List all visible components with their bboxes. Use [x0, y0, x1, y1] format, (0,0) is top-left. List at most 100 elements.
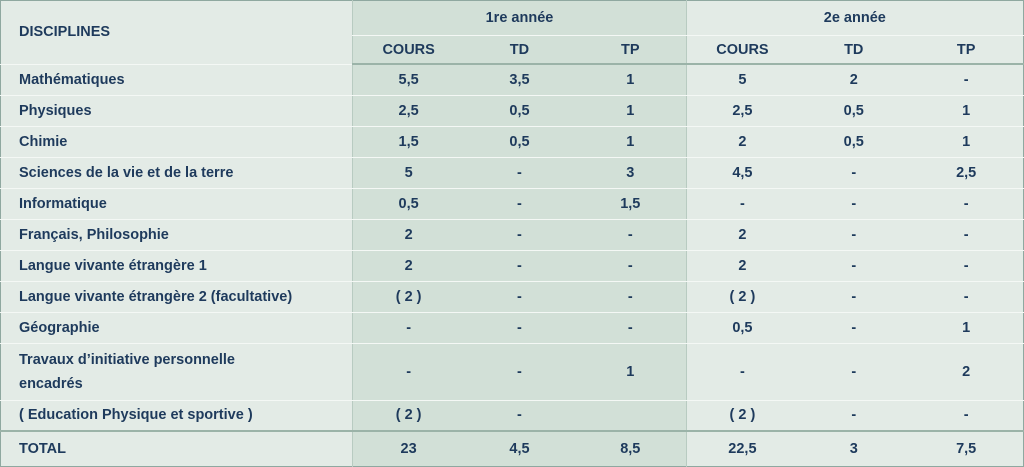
discipline-cell: Français, Philosophie	[0, 219, 353, 251]
value-cell: 22,5	[685, 430, 799, 467]
value-cell: 0,5	[352, 188, 464, 220]
value-cell: -	[798, 250, 910, 282]
value-cell: 2	[685, 126, 799, 158]
discipline-cell: Physiques	[0, 95, 353, 127]
discipline-cell: Mathématiques	[0, 64, 353, 96]
value-cell: ( 2 )	[352, 400, 464, 432]
value-cell: 1	[575, 64, 687, 96]
value-cell	[575, 400, 687, 432]
discipline-cell: Géographie	[0, 312, 353, 344]
value-cell: -	[798, 343, 910, 401]
value-cell: 2	[909, 343, 1024, 401]
value-cell: 1	[909, 126, 1024, 158]
value-cell: ( 2 )	[352, 281, 464, 313]
value-cell: 2	[798, 64, 910, 96]
value-cell: 0,5	[685, 312, 799, 344]
value-cell: 1	[575, 95, 687, 127]
discipline-cell: ( Education Physique et sportive )	[0, 400, 353, 432]
value-cell: -	[575, 219, 687, 251]
value-cell: -	[909, 188, 1024, 220]
value-cell: -	[798, 400, 910, 432]
column-header: TD	[798, 35, 910, 65]
value-cell: -	[909, 250, 1024, 282]
value-cell: 2	[685, 250, 799, 282]
value-cell: 4,5	[463, 430, 576, 467]
table-row: Chimie 1,5 0,5 1 2 0,5 1	[0, 126, 1024, 158]
value-cell: -	[798, 157, 910, 189]
year-header: 2e année	[685, 0, 1024, 36]
value-cell: -	[685, 343, 799, 401]
table-row: Sciences de la vie et de la terre 5-3 4,5-…	[0, 157, 1024, 189]
value-cell: 1	[575, 343, 687, 401]
header-row: COURS TD TP COURS TD TP	[1, 35, 1024, 65]
discipline-cell: Informatique	[0, 188, 353, 220]
table-row: TOTAL 23 4,5 8,5 22,5 3 7,5	[0, 430, 1024, 467]
table-row: Travaux d’initiative personnelle encadré…	[0, 343, 1024, 401]
value-cell: ( 2 )	[685, 281, 799, 313]
discipline-cell: Travaux d’initiative personnelle encadré…	[0, 343, 353, 401]
value-cell: -	[798, 219, 910, 251]
value-cell: 1	[575, 126, 687, 158]
value-cell: -	[463, 281, 576, 313]
value-cell: 2	[352, 219, 464, 251]
header-cell: DISCIPLINES	[0, 0, 353, 65]
discipline-cell: Sciences de la vie et de la terre	[0, 157, 353, 189]
table-row: Géographie - - -0,5-1	[0, 312, 1024, 344]
value-cell: -	[463, 312, 576, 344]
table-row: ( Education Physique et sportive )( 2 ) -…	[0, 400, 1024, 432]
value-cell: -	[463, 188, 576, 220]
value-cell: -	[463, 219, 576, 251]
table-body: Mathématiques 5,5 3,5 1 5 2- Physiques 2,5 0,5 1 2…	[0, 64, 1024, 467]
value-cell: 2,5	[909, 157, 1024, 189]
value-cell: 0,5	[463, 126, 576, 158]
value-cell: 7,5	[909, 430, 1024, 467]
value-cell: 23	[352, 430, 464, 467]
value-cell: ( 2 )	[685, 400, 799, 432]
column-header: TP	[909, 35, 1024, 65]
column-header: TP	[575, 35, 687, 65]
value-cell: 2	[352, 250, 464, 282]
value-cell: -	[685, 188, 799, 220]
value-cell: -	[352, 343, 464, 401]
year-header: 1re année	[352, 0, 687, 36]
value-cell: 1	[909, 312, 1024, 344]
value-cell: 5	[685, 64, 799, 96]
discipline-cell: Langue vivante étrangère 2 (facultative)	[0, 281, 353, 313]
value-cell: -	[463, 250, 576, 282]
value-cell: -	[909, 281, 1024, 313]
value-cell: 5,5	[352, 64, 464, 96]
value-cell: -	[575, 250, 687, 282]
discipline-cell: Chimie	[0, 126, 353, 158]
column-header: COURS	[352, 35, 464, 65]
value-cell: -	[575, 281, 687, 313]
value-cell: 5	[352, 157, 464, 189]
value-cell: 8,5	[575, 430, 687, 467]
header-row: DISCIPLINES 1re année 2e année	[0, 0, 1024, 65]
table-row: Langue vivante étrangère 2 (facultative)…	[0, 281, 1024, 313]
column-header: TD	[463, 35, 576, 65]
value-cell: -	[798, 281, 910, 313]
value-cell: -	[463, 157, 576, 189]
table-row: Informatique 0,5-1,5- - -	[0, 188, 1024, 220]
value-cell: -	[909, 219, 1024, 251]
value-cell: 0,5	[798, 95, 910, 127]
value-cell: 2,5	[685, 95, 799, 127]
value-cell: -	[463, 400, 576, 432]
value-cell: 3	[575, 157, 687, 189]
column-header: COURS	[685, 35, 799, 65]
table-row: Physiques 2,5 0,5 1 2,5 0,5 1	[0, 95, 1024, 127]
value-cell: 3	[798, 430, 910, 467]
value-cell: 3,5	[463, 64, 576, 96]
value-cell: 4,5	[685, 157, 799, 189]
value-cell: 0,5	[798, 126, 910, 158]
value-cell: 1,5	[352, 126, 464, 158]
value-cell: -	[909, 400, 1024, 432]
value-cell: -	[575, 312, 687, 344]
value-cell: -	[909, 64, 1024, 96]
value-cell: 0,5	[463, 95, 576, 127]
discipline-cell: Langue vivante étrangère 1	[0, 250, 353, 282]
table-row: Français, Philosophie 2- -2- -	[0, 219, 1024, 251]
